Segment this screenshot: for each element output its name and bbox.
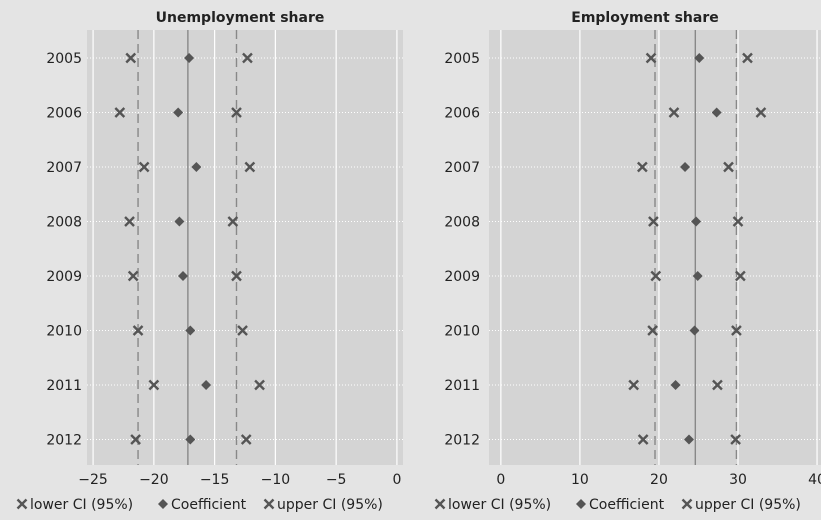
- lower-ci-marker: [114, 107, 126, 118]
- y-tick-label: 2006: [444, 106, 480, 122]
- coefficient-marker: [694, 53, 705, 63]
- upper-ci-marker: [227, 216, 239, 227]
- coefficient-marker: [670, 380, 681, 390]
- x-tick-label: 30: [729, 472, 747, 488]
- legend-label: lower CI (95%): [448, 497, 551, 513]
- coefficient-marker: [184, 53, 195, 63]
- coefficient-marker: [173, 107, 184, 118]
- y-tick-label: 2006: [46, 106, 82, 122]
- x-tick-label: 40: [808, 472, 821, 488]
- y-tick-label: 2011: [46, 378, 82, 394]
- y-tick-label: 2005: [444, 51, 480, 67]
- panel-title: Unemployment share: [156, 10, 325, 26]
- lower-ci-marker: [637, 434, 649, 445]
- coefficient-marker: [191, 162, 202, 172]
- coefficient-marker: [185, 325, 196, 336]
- lower-ci-marker: [148, 379, 160, 391]
- legend-label: upper CI (95%): [695, 497, 801, 513]
- legend-lower-ci-marker: [434, 498, 446, 510]
- y-tick-label: 2012: [46, 433, 82, 449]
- y-tick-label: 2012: [444, 433, 480, 449]
- y-tick-label: 2005: [46, 51, 82, 67]
- y-tick-label: 2007: [444, 160, 480, 176]
- panel-1: Unemployment share 2005 2006 2007 2008 2009 20…: [16, 10, 403, 513]
- plot-area: [87, 30, 403, 465]
- upper-ci-marker: [244, 161, 256, 173]
- y-tick-label: 2008: [46, 215, 82, 231]
- upper-ci-marker: [732, 216, 744, 227]
- lower-ci-marker: [124, 216, 135, 227]
- legend-upper-ci-marker: [263, 498, 275, 510]
- y-tick-label: 2010: [46, 324, 82, 340]
- legend-label: lower CI (95%): [30, 497, 133, 513]
- lower-ci-marker: [130, 434, 141, 445]
- x-tick-label: −20: [139, 472, 169, 488]
- lower-ci-marker: [138, 161, 150, 173]
- coefficient-marker: [683, 434, 694, 445]
- panel-title: Employment share: [571, 10, 718, 26]
- coefficient-marker: [201, 380, 212, 390]
- upper-ci-marker: [242, 52, 253, 64]
- lower-ci-marker: [132, 325, 144, 336]
- upper-ci-marker: [731, 325, 742, 336]
- coefficient-marker: [174, 216, 185, 227]
- lower-ci-marker: [628, 379, 640, 391]
- upper-ci-marker: [742, 52, 753, 64]
- upper-ci-marker: [712, 379, 723, 391]
- lower-ci-marker: [647, 325, 658, 336]
- legend-label: Coefficient: [589, 497, 665, 513]
- x-tick-label: −10: [261, 472, 291, 488]
- coefficient-marker: [691, 216, 702, 227]
- lower-ci-marker: [637, 161, 648, 173]
- lower-ci-marker: [125, 52, 137, 64]
- lower-ci-marker: [648, 216, 659, 227]
- upper-ci-marker: [723, 161, 734, 173]
- x-tick-label: 0: [392, 472, 401, 488]
- y-tick-label: 2009: [444, 269, 480, 285]
- coefficient-marker: [185, 434, 196, 445]
- upper-ci-marker: [240, 434, 252, 445]
- y-tick-label: 2011: [444, 378, 480, 394]
- upper-ci-marker: [231, 107, 242, 118]
- x-tick-label: 20: [650, 472, 668, 488]
- lower-ci-marker: [668, 107, 680, 118]
- y-tick-label: 2009: [46, 269, 82, 285]
- coefficient-marker: [680, 162, 691, 172]
- y-tick-label: 2008: [444, 215, 480, 231]
- coefficient-marker: [178, 271, 189, 281]
- legend-lower-ci-marker: [16, 498, 28, 510]
- x-tick-label: −5: [326, 472, 347, 488]
- x-tick-label: −25: [78, 472, 108, 488]
- upper-ci-marker: [237, 325, 248, 336]
- legend-coefficient-marker: [158, 499, 168, 509]
- legend-coefficient-marker: [576, 499, 586, 509]
- x-tick-label: −15: [200, 472, 230, 488]
- upper-ci-marker: [755, 107, 767, 118]
- coefficient-marker: [692, 271, 703, 281]
- lower-ci-marker: [650, 270, 662, 282]
- lower-ci-marker: [127, 270, 139, 282]
- x-tick-label: 10: [571, 472, 589, 488]
- upper-ci-marker: [254, 379, 265, 391]
- legend-label: upper CI (95%): [277, 497, 383, 513]
- upper-ci-marker: [735, 270, 746, 282]
- y-tick-label: 2010: [444, 324, 480, 340]
- lower-ci-marker: [645, 52, 657, 64]
- x-tick-label: 0: [496, 472, 505, 488]
- upper-ci-marker: [231, 270, 242, 282]
- upper-ci-marker: [730, 434, 741, 445]
- coefficient-marker: [689, 325, 700, 336]
- y-tick-label: 2007: [46, 160, 82, 176]
- panel-2: Employment share200520062007200820092010…: [434, 10, 821, 513]
- legend-upper-ci-marker: [681, 498, 693, 510]
- coefficient-marker: [711, 107, 722, 118]
- legend-label: Coefficient: [171, 497, 247, 513]
